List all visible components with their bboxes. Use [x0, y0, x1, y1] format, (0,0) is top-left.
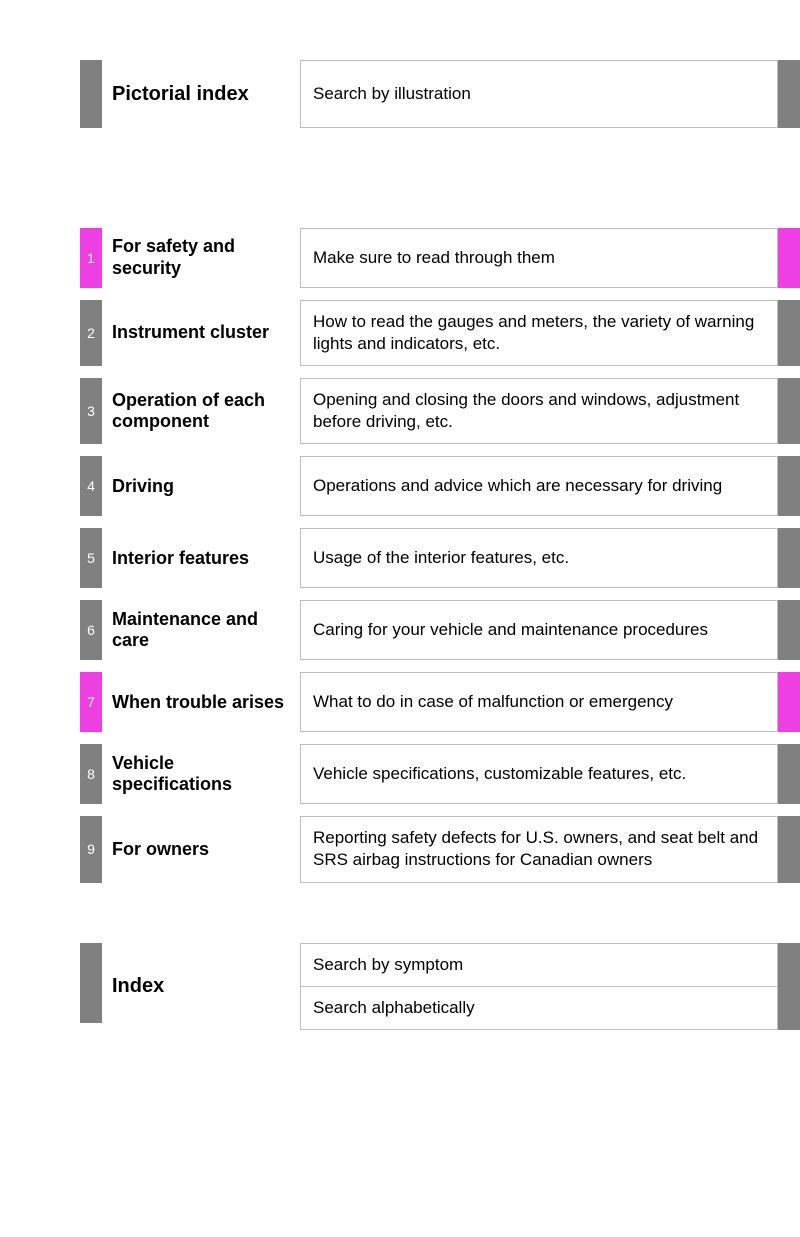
- chapter-row: 5Interior featuresUsage of the interior …: [80, 528, 800, 588]
- chapter-row: 4DrivingOperations and advice which are …: [80, 456, 800, 516]
- tab-left: [80, 943, 102, 1023]
- tab-right: [778, 60, 800, 128]
- pictorial-index-section: Pictorial index Search by illustration: [0, 60, 800, 128]
- tab-right: [778, 943, 800, 987]
- chapter-title: Vehicle specifications: [102, 744, 300, 804]
- chapter-tab-left: 9: [80, 816, 102, 882]
- chapter-tab-right: [778, 300, 800, 366]
- chapter-tab-right: [778, 378, 800, 444]
- chapter-description: What to do in case of malfunction or eme…: [300, 672, 778, 732]
- index-item-text: Search by symptom: [300, 943, 778, 987]
- chapter-row: 8Vehicle specificationsVehicle specifica…: [80, 744, 800, 804]
- chapter-row: 3Operation of each componentOpening and …: [80, 378, 800, 444]
- chapter-tab-left: 8: [80, 744, 102, 804]
- pictorial-index-title: Pictorial index: [102, 60, 300, 128]
- chapter-tab-right: [778, 528, 800, 588]
- chapter-title: Maintenance and care: [102, 600, 300, 660]
- chapter-tab-right: [778, 816, 800, 882]
- chapter-description: Reporting safety defects for U.S. owners…: [300, 816, 778, 882]
- chapter-description: Usage of the interior features, etc.: [300, 528, 778, 588]
- index-item-row: Search by symptom: [300, 943, 800, 987]
- chapter-title: Instrument cluster: [102, 300, 300, 366]
- chapter-tab-right: [778, 600, 800, 660]
- index-item-text: Search alphabetically: [300, 987, 778, 1030]
- chapter-row: 2Instrument clusterHow to read the gauge…: [80, 300, 800, 366]
- chapter-title: Interior features: [102, 528, 300, 588]
- chapter-title: For owners: [102, 816, 300, 882]
- chapter-description: How to read the gauges and meters, the v…: [300, 300, 778, 366]
- chapter-tab-left: 6: [80, 600, 102, 660]
- index-title: Index: [102, 943, 300, 1030]
- chapter-tab-right: [778, 456, 800, 516]
- index-row: Index Search by symptomSearch alphabetic…: [80, 943, 800, 1030]
- chapter-tab-left: 7: [80, 672, 102, 732]
- chapter-tab-right: [778, 228, 800, 288]
- chapter-tab-right: [778, 672, 800, 732]
- index-item-row: Search alphabetically: [300, 987, 800, 1030]
- chapter-tab-left: 2: [80, 300, 102, 366]
- chapter-row: 9For ownersReporting safety defects for …: [80, 816, 800, 882]
- pictorial-index-row: Pictorial index Search by illustration: [80, 60, 800, 128]
- chapter-row: 1For safety and securityMake sure to rea…: [80, 228, 800, 288]
- chapter-tab-right: [778, 744, 800, 804]
- tab-right: [778, 987, 800, 1030]
- chapter-tab-left: 1: [80, 228, 102, 288]
- pictorial-index-description: Search by illustration: [300, 60, 778, 128]
- chapter-description: Operations and advice which are necessar…: [300, 456, 778, 516]
- chapter-tab-left: 3: [80, 378, 102, 444]
- chapters-list: 1For safety and securityMake sure to rea…: [0, 228, 800, 883]
- chapter-title: When trouble arises: [102, 672, 300, 732]
- chapter-title: For safety and security: [102, 228, 300, 288]
- chapter-description: Make sure to read through them: [300, 228, 778, 288]
- chapter-tab-left: 4: [80, 456, 102, 516]
- chapter-description: Opening and closing the doors and window…: [300, 378, 778, 444]
- index-section: Index Search by symptomSearch alphabetic…: [0, 943, 800, 1030]
- chapter-description: Caring for your vehicle and maintenance …: [300, 600, 778, 660]
- index-items: Search by symptomSearch alphabetically: [300, 943, 800, 1030]
- chapter-row: 7When trouble arisesWhat to do in case o…: [80, 672, 800, 732]
- chapter-row: 6Maintenance and careCaring for your veh…: [80, 600, 800, 660]
- chapter-title: Operation of each component: [102, 378, 300, 444]
- chapter-tab-left: 5: [80, 528, 102, 588]
- chapter-title: Driving: [102, 456, 300, 516]
- tab-left: [80, 60, 102, 128]
- chapter-description: Vehicle specifications, customizable fea…: [300, 744, 778, 804]
